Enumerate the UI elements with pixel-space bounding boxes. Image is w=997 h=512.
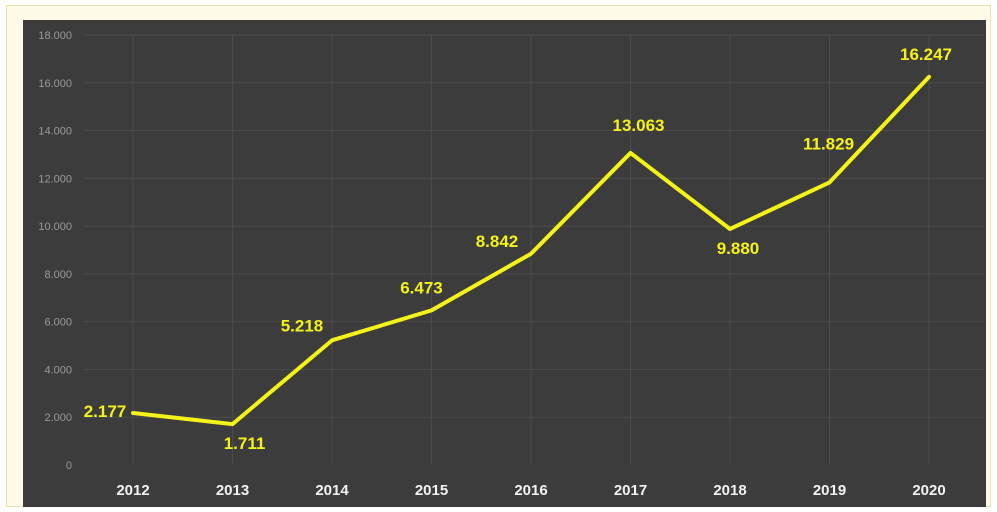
y-tick-label: 18.000 [38,30,72,42]
y-axis-ticks: 0 2.000 4.000 6.000 8.000 10.000 12.000 14.000 1… [38,30,72,472]
y-tick-label: 8.000 [44,269,72,281]
data-label: 13.063 [613,116,665,135]
data-label: 1.711 [224,434,266,453]
x-tick-label: 2015 [415,482,448,499]
y-tick-label: 6.000 [44,317,72,329]
x-tick-label: 2019 [813,482,846,499]
x-tick-label: 2018 [713,482,746,499]
series-line [131,74,931,427]
y-tick-label: 10.000 [38,221,72,233]
x-axis-ticks: 2012 2013 2014 2015 2016 2017 2018 2019 2020 [116,482,945,499]
y-tick-label: 16.000 [38,78,72,90]
data-label: 2.177 [84,402,127,421]
data-label: 11.829 [803,134,854,153]
y-tick-label: 2.000 [44,412,72,424]
x-tick-label: 2020 [912,482,945,499]
x-tick-label: 2016 [514,482,547,499]
y-tick-label: 14.000 [38,126,72,138]
data-label: 6.473 [400,278,443,297]
series-lines [131,74,931,427]
data-label: 5.218 [281,316,324,335]
data-labels: 2.177 1.711 5.218 6.473 8.842 13.063 9.880 11.8… [84,45,952,453]
x-tick-label: 2012 [116,482,149,499]
x-tick-label: 2014 [315,482,349,499]
gridlines [84,34,984,465]
data-label: 16.247 [900,45,952,64]
y-tick-label: 12.000 [38,173,72,185]
data-label: 9.880 [717,239,760,258]
data-label: 8.842 [476,232,519,251]
x-tick-label: 2013 [216,482,249,499]
y-tick-label: 0 [66,460,72,472]
plot-area [23,20,986,507]
y-tick-label: 4.000 [44,364,72,376]
x-tick-label: 2017 [614,482,647,499]
